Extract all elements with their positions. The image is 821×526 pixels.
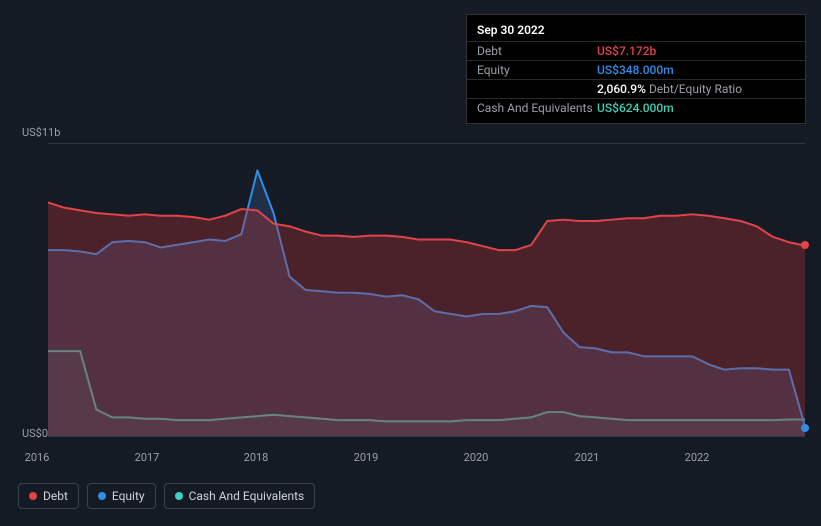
xaxis-tick: 2016 <box>25 451 50 464</box>
tooltip-rows: DebtUS$7.172bEquityUS$348.000m2,060.9% D… <box>467 41 805 117</box>
yaxis-min-label: US$0 <box>22 427 48 440</box>
xaxis-tick: 2021 <box>575 451 600 464</box>
chart-legend: Debt Equity Cash And Equivalents <box>18 483 315 509</box>
legend-dot-icon <box>175 492 183 500</box>
xaxis-tick: 2020 <box>464 451 489 464</box>
legend-dot-icon <box>98 492 106 500</box>
xaxis-tick: 2022 <box>685 451 710 464</box>
chart-area <box>48 143 805 437</box>
legend-item-equity[interactable]: Equity <box>87 483 156 509</box>
legend-item-debt[interactable]: Debt <box>18 483 79 509</box>
xaxis-tick: 2019 <box>354 451 379 464</box>
legend-label: Cash And Equivalents <box>189 489 305 503</box>
tooltip-row-label <box>477 82 597 96</box>
tooltip-date: Sep 30 2022 <box>467 21 805 41</box>
tooltip-row-value: US$624.000m <box>597 101 674 115</box>
series-end-dot <box>801 241 809 249</box>
tooltip-row-label: Equity <box>477 63 597 77</box>
tooltip-row-label: Cash And Equivalents <box>477 101 597 115</box>
tooltip-row: 2,060.9% Debt/Equity Ratio <box>467 79 805 98</box>
legend-dot-icon <box>29 492 37 500</box>
tooltip-row-label: Debt <box>477 44 597 58</box>
tooltip-row-value: US$7.172b <box>597 44 656 58</box>
yaxis-max-label: US$11b <box>22 126 60 139</box>
tooltip-row-value: 2,060.9% Debt/Equity Ratio <box>597 82 742 96</box>
xaxis-tick: 2017 <box>135 451 160 464</box>
tooltip-row: EquityUS$348.000m <box>467 60 805 79</box>
chart-svg <box>48 144 805 436</box>
tooltip-row: Cash And EquivalentsUS$624.000m <box>467 98 805 117</box>
legend-label: Equity <box>112 489 145 503</box>
tooltip-row: DebtUS$7.172b <box>467 41 805 60</box>
xaxis-tick: 2018 <box>244 451 269 464</box>
series-end-dot <box>801 424 809 432</box>
chart-tooltip: Sep 30 2022 DebtUS$7.172bEquityUS$348.00… <box>466 14 806 124</box>
tooltip-row-value: US$348.000m <box>597 63 674 77</box>
legend-item-cash-and-equivalents[interactable]: Cash And Equivalents <box>164 483 316 509</box>
legend-label: Debt <box>43 489 68 503</box>
